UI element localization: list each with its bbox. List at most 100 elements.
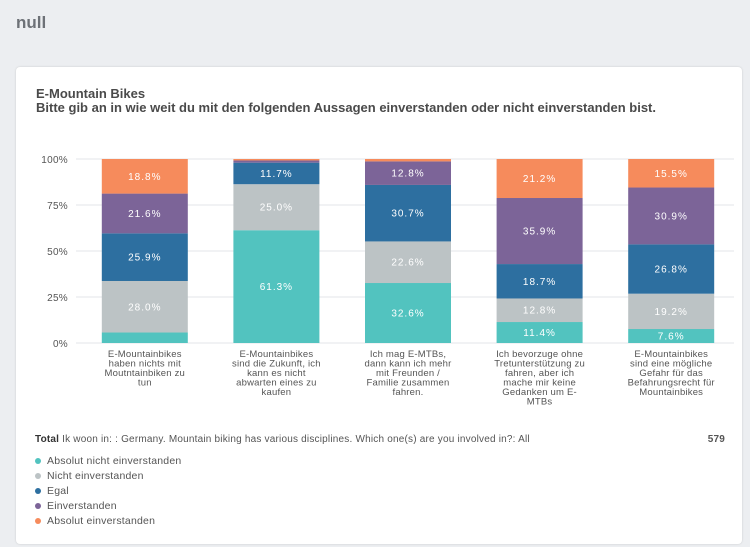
bar-segment — [628, 159, 715, 188]
legend-swatch — [35, 502, 41, 509]
total-label: Total — [35, 434, 60, 445]
bar-segment — [496, 298, 583, 323]
data-label: 7.6% — [658, 332, 685, 343]
chart-card: E-Mountain Bikes Bitte gib an in wie wei… — [16, 67, 742, 544]
x-category-label: kann es nicht — [247, 368, 306, 379]
bar-segment — [365, 159, 451, 162]
y-tick-label: 100% — [41, 155, 68, 166]
chart-subtitle: Bitte gib an in wie weit du mit den folg… — [36, 100, 657, 115]
x-category-label: Gefahr für das — [639, 368, 703, 379]
bar-segment — [233, 159, 320, 161]
x-category-label: E-Mountainbikes — [108, 349, 182, 360]
legend-label: Einverstanden — [47, 499, 117, 512]
x-category-label: Moutntainbiken zu — [105, 368, 186, 379]
total-count: 579 — [707, 434, 725, 445]
legend-swatch — [35, 517, 41, 524]
stacked-bar-chart: 0% 25% 50% 75% 100% 28.0% 25.9% 21.6% 18.8% E-Mou… — [41, 155, 734, 408]
data-label: 11.7% — [260, 169, 293, 180]
x-category-label: mit Freunden / — [376, 368, 440, 379]
bar-segment — [365, 241, 451, 284]
bar-segment — [496, 159, 583, 199]
y-tick-label: 0% — [53, 339, 68, 350]
bar-segment — [365, 184, 451, 242]
bar-segment — [233, 184, 320, 231]
bar-segment — [628, 293, 715, 330]
legend-label: Absolut einverstanden — [47, 514, 156, 527]
bar-segment — [365, 283, 451, 343]
legend-label: Nicht einverstanden — [47, 469, 144, 482]
filter-text: Ik woon in: : Germany. Mountain biking h… — [62, 434, 530, 445]
data-label: 12.8% — [523, 306, 556, 317]
x-category-label: MTBs — [527, 397, 553, 408]
bar-segment — [101, 332, 188, 343]
x-category-label: Mountainbikes — [639, 387, 703, 398]
data-label: 21.2% — [523, 174, 556, 185]
bar-segment — [101, 280, 188, 333]
legend-label: Egal — [47, 484, 69, 497]
bar-segment — [101, 159, 188, 194]
bar-segment — [233, 230, 320, 343]
x-category-label: fahren. — [393, 387, 424, 398]
bar-segment — [628, 187, 715, 245]
data-label: 61.3% — [260, 282, 293, 293]
x-category-label: E-Mountainbikes — [634, 349, 708, 360]
legend-swatch — [35, 472, 41, 479]
data-label: 26.8% — [655, 265, 688, 276]
x-category-label: fahren, aber ich — [505, 368, 574, 379]
bar-segment — [365, 161, 451, 185]
data-label: 18.8% — [128, 172, 161, 183]
bar-segment — [496, 322, 583, 343]
legend-item: Egal — [35, 483, 181, 498]
legend-item: Einverstanden — [35, 498, 181, 513]
x-category-label: Familie zusammen — [367, 378, 450, 389]
legend-item: Nicht einverstanden — [35, 468, 181, 483]
x-category-label: haben nichts mit — [109, 359, 182, 370]
data-label: 22.6% — [391, 258, 424, 269]
x-category-label: Befahrungsrecht für — [628, 378, 715, 389]
footer-row: Total Ik woon in: : Germany. Mountain bi… — [35, 434, 725, 445]
bar-segment — [101, 193, 188, 234]
x-category-label: kaufen — [262, 387, 292, 398]
x-category-label: Ich bevorzuge ohne — [496, 349, 583, 360]
chart-legend: Absolut nicht einverstanden Nicht einvers… — [35, 453, 181, 528]
x-category-label: Gedanken um E- — [502, 387, 577, 398]
data-label: 25.9% — [128, 253, 161, 264]
y-tick-label: 50% — [47, 247, 68, 258]
y-tick-label: 25% — [47, 293, 68, 304]
legend-swatch — [35, 457, 41, 464]
x-category-label: dann kann ich mehr — [364, 359, 451, 370]
data-label: 35.9% — [523, 227, 556, 238]
bar-segment — [496, 198, 583, 265]
x-category-label: sind die Zukunft, ich — [232, 359, 321, 370]
bar-segment — [628, 329, 715, 343]
bar-segment — [233, 160, 320, 163]
data-label: 25.0% — [260, 203, 293, 214]
data-label: 30.9% — [655, 211, 688, 222]
data-label: 19.2% — [655, 307, 688, 318]
chart-title-block: E-Mountain Bikes Bitte gib an in wie wei… — [36, 87, 696, 115]
bar-segment — [233, 162, 320, 185]
data-label: 30.7% — [391, 209, 424, 220]
x-category-label: Ich mag E-MTBs, — [370, 349, 446, 360]
legend-item: Absolut nicht einverstanden — [35, 453, 181, 468]
bar-segment — [496, 264, 583, 299]
legend-swatch — [35, 487, 41, 494]
x-category-label: abwarten eines zu — [236, 378, 317, 389]
page-title: null — [16, 13, 47, 32]
bar-segment — [101, 233, 188, 281]
x-category-label: mache mir keine — [503, 378, 576, 389]
x-category-label: Tretunterstützung zu — [494, 359, 585, 370]
x-category-label: E-Mountainbikes — [240, 349, 314, 360]
data-label: 11.4% — [523, 328, 556, 339]
data-label: 32.6% — [391, 309, 424, 320]
bar-segment — [628, 244, 715, 294]
x-category-label: tun — [138, 378, 152, 389]
data-label: 28.0% — [128, 302, 161, 313]
data-label: 21.6% — [128, 209, 161, 220]
y-tick-label: 75% — [47, 201, 68, 212]
legend-item: Absolut einverstanden — [35, 513, 181, 528]
data-label: 15.5% — [655, 169, 688, 180]
x-category-label: sind eine mögliche — [630, 359, 712, 370]
legend-label: Absolut nicht einverstanden — [47, 454, 182, 467]
data-label: 12.8% — [391, 169, 424, 180]
